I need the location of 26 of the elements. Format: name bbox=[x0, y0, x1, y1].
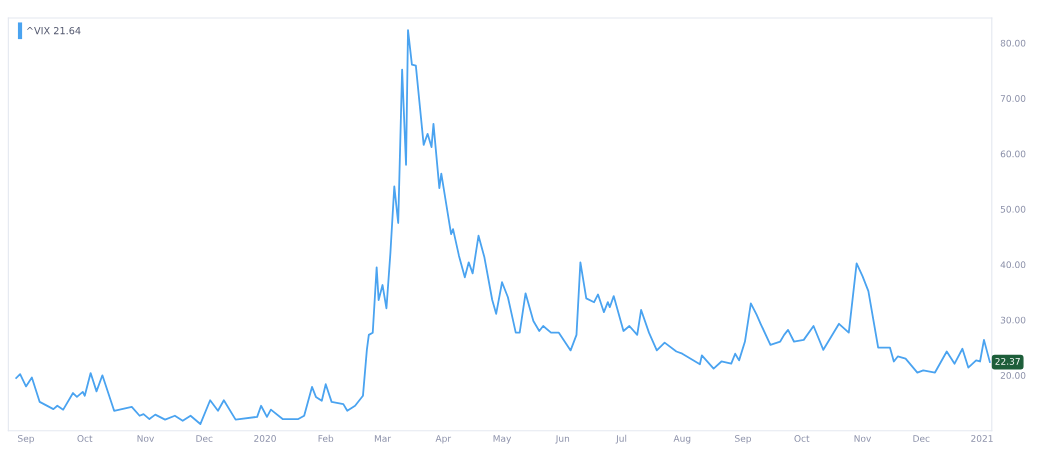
x-tick-label: Sep bbox=[735, 435, 752, 444]
x-tick-label: Nov bbox=[854, 435, 872, 442]
x-tick-label: Aug bbox=[673, 435, 691, 444]
x-tick-label: Oct bbox=[77, 435, 93, 442]
x-tick-label: Dec bbox=[196, 435, 213, 442]
x-tick-label: 2020 bbox=[254, 435, 276, 442]
x-tick-label: 2021 bbox=[971, 435, 993, 442]
x-tick-label: Apr bbox=[435, 435, 452, 444]
y-tick-label: 60.00 bbox=[1000, 150, 1026, 158]
x-tick-label: May bbox=[493, 435, 512, 444]
x-tick-label: Dec bbox=[913, 435, 930, 442]
y-tick-label: 70.00 bbox=[1000, 95, 1026, 102]
x-tick-label: Feb bbox=[318, 434, 334, 442]
x-tick-label: Sep bbox=[18, 435, 34, 444]
annotation: 22.37 bbox=[995, 357, 1020, 365]
y-tick-label: 80.00 bbox=[1000, 39, 1026, 47]
y-tick-label: 40.00 bbox=[1000, 261, 1026, 269]
y-tick-label: 50.00 bbox=[1000, 205, 1026, 213]
x-tick-label: Nov bbox=[137, 435, 155, 442]
y-tick-label: 20.00 bbox=[1000, 372, 1026, 379]
x-tick-label: Mar bbox=[374, 435, 392, 442]
x-tick-label: Jul bbox=[615, 434, 627, 444]
x-tick-label: Jun bbox=[555, 435, 570, 444]
y-tick-label: 30.00 bbox=[1000, 316, 1026, 324]
legend-label: ^VIX 21.64 bbox=[26, 26, 81, 35]
x-tick-label: Oct bbox=[794, 435, 810, 442]
